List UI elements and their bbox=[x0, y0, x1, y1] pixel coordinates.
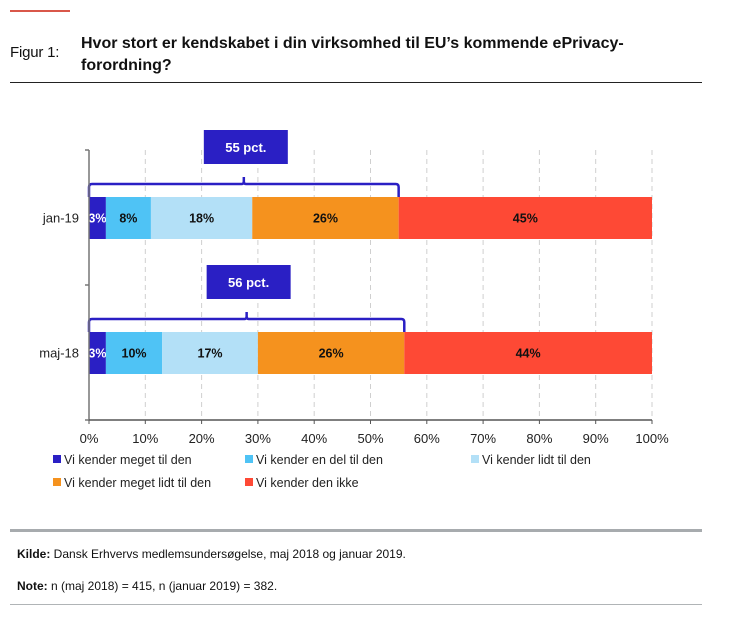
annotation-label: 55 pct. bbox=[225, 140, 266, 155]
bar-segment bbox=[89, 332, 106, 374]
category-label: maj-18 bbox=[39, 346, 79, 361]
x-tick-label: 70% bbox=[470, 431, 496, 446]
bar-segment bbox=[105, 332, 163, 374]
figure-label: Figur 1: bbox=[10, 44, 60, 61]
x-tick-label: 50% bbox=[357, 431, 383, 446]
legend-item: Vi kender en del til den bbox=[245, 453, 383, 467]
bar-segment bbox=[150, 197, 253, 239]
legend-item: Vi kender meget lidt til den bbox=[53, 476, 211, 490]
x-tick-label: 0% bbox=[80, 431, 99, 446]
bar-segment bbox=[257, 332, 405, 374]
legend-label: Vi kender en del til den bbox=[256, 453, 383, 467]
note-text: n (maj 2018) = 415, n (januar 2019) = 38… bbox=[47, 579, 278, 593]
bar-segment bbox=[105, 197, 151, 239]
x-tick-label: 20% bbox=[189, 431, 215, 446]
bar-segment bbox=[89, 197, 106, 239]
legend-label: Vi kender meget lidt til den bbox=[64, 476, 212, 490]
legend-swatch bbox=[245, 455, 253, 463]
data-label: 17% bbox=[198, 347, 223, 361]
legend-swatch bbox=[245, 478, 253, 486]
legend-label: Vi kender den ikke bbox=[256, 476, 359, 490]
footer-divider-top bbox=[10, 529, 702, 532]
data-label: 26% bbox=[319, 347, 344, 361]
data-label: 45% bbox=[513, 212, 538, 226]
bar-segment bbox=[398, 197, 652, 239]
data-label: 8% bbox=[119, 212, 137, 226]
stacked-bar-chart: 3% 8% 18% 26% 45% jan-19 3% 10% 17% 26% 44% maj-18 5… bbox=[39, 130, 669, 446]
x-tick-label: 100% bbox=[635, 431, 669, 446]
title-divider bbox=[10, 82, 702, 83]
annotation-label: 56 pct. bbox=[228, 275, 269, 290]
category-label: jan-19 bbox=[42, 211, 79, 226]
data-label: 3% bbox=[88, 212, 106, 226]
legend-label: Vi kender meget til den bbox=[64, 453, 192, 467]
sample-note: Note: n (maj 2018) = 415, n (januar 2019… bbox=[17, 579, 277, 593]
data-label: 3% bbox=[88, 347, 106, 361]
bar-segment bbox=[404, 332, 652, 374]
x-tick-label: 80% bbox=[526, 431, 552, 446]
bracket bbox=[87, 177, 400, 197]
legend-item: Vi kender den ikke bbox=[245, 476, 359, 490]
footer-divider-bottom bbox=[10, 604, 702, 605]
x-tick-label: 30% bbox=[245, 431, 271, 446]
legend-item: Vi kender lidt til den bbox=[471, 453, 591, 467]
data-label: 10% bbox=[122, 347, 147, 361]
x-tick-label: 40% bbox=[301, 431, 327, 446]
data-label: 18% bbox=[189, 212, 214, 226]
source-label: Kilde: bbox=[17, 547, 51, 561]
bracket bbox=[87, 312, 406, 332]
figure-title-line1: Hvor stort er kendskabet i din virksomhe… bbox=[81, 35, 624, 52]
legend-label: Vi kender lidt til den bbox=[482, 453, 591, 467]
accent-line bbox=[10, 10, 70, 12]
x-tick-label: 10% bbox=[132, 431, 158, 446]
annotation-box bbox=[206, 265, 291, 299]
x-tick-label: 60% bbox=[414, 431, 440, 446]
note-label: Note: bbox=[17, 579, 48, 593]
legend-item: Vi kender meget til den bbox=[53, 453, 192, 467]
annotation-box bbox=[203, 130, 288, 164]
figure-title: Hvor stort er kendskabet i din virksomhe… bbox=[81, 33, 701, 77]
bar-segment bbox=[162, 332, 258, 374]
data-label: 26% bbox=[313, 212, 338, 226]
legend-swatch bbox=[53, 478, 61, 486]
source-note: Kilde: Dansk Erhvervs medlemsundersøgels… bbox=[17, 547, 406, 561]
data-label: 44% bbox=[516, 347, 541, 361]
source-text: Dansk Erhvervs medlemsundersøgelse, maj … bbox=[50, 547, 406, 561]
bar-segment bbox=[252, 197, 399, 239]
x-tick-label: 90% bbox=[583, 431, 609, 446]
legend-swatch bbox=[53, 455, 61, 463]
figure-title-line2: forordning? bbox=[81, 57, 172, 74]
legend-swatch bbox=[471, 455, 479, 463]
